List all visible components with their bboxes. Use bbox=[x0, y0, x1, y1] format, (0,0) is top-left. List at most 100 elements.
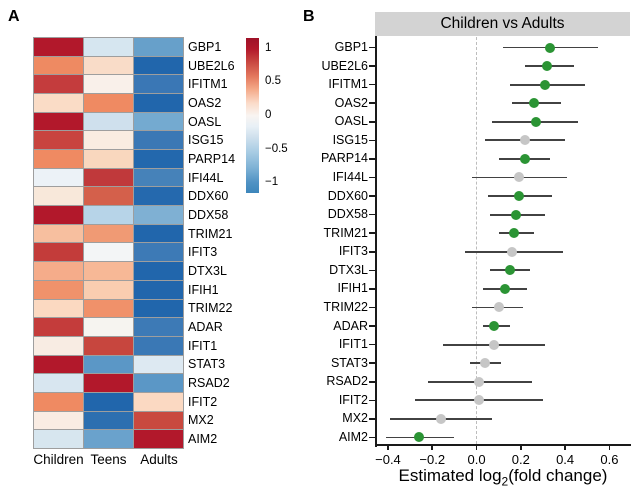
heatmap-cell bbox=[134, 336, 183, 355]
heatmap-gene-label: OAS2 bbox=[188, 95, 222, 110]
y-tick bbox=[369, 195, 376, 197]
x-tick bbox=[475, 445, 478, 451]
colorbar-tick-label: 0 bbox=[265, 109, 272, 121]
x-axis-title: Estimated log2(fold change) bbox=[366, 466, 638, 487]
forest-gene-label: PARP14 bbox=[320, 151, 368, 166]
y-tick bbox=[369, 250, 376, 253]
estimate-dot bbox=[473, 395, 484, 406]
heatmap-cell bbox=[134, 430, 183, 448]
heatmap-cell bbox=[134, 75, 183, 94]
forest-gene-label: IFIT1 bbox=[338, 337, 368, 352]
heatmap-cell bbox=[34, 94, 83, 112]
heatmap-cell bbox=[34, 75, 83, 94]
zero-reference-line bbox=[475, 37, 477, 444]
heatmap-gene-label: TRIM21 bbox=[188, 226, 233, 241]
heatmap-cell bbox=[34, 336, 83, 355]
y-tick bbox=[369, 418, 376, 420]
heatmap-cell bbox=[134, 318, 183, 336]
heatmap-gene-label: PARP14 bbox=[188, 151, 236, 166]
forest-gene-label: IFIT2 bbox=[338, 392, 368, 407]
heatmap-cell bbox=[134, 280, 183, 299]
heatmap-cell bbox=[34, 374, 83, 392]
heatmap-gene-label: IFI44L bbox=[188, 170, 224, 185]
heatmap-cell bbox=[134, 392, 183, 411]
forest-gene-label: AIM2 bbox=[338, 429, 368, 444]
forest-gene-label: STAT3 bbox=[330, 355, 368, 370]
heatmap-cell bbox=[34, 38, 83, 56]
heatmap-gene-label: ADAR bbox=[188, 320, 223, 335]
estimate-dot bbox=[540, 79, 551, 90]
heatmap-cell bbox=[34, 299, 83, 318]
heatmap-gene-label: RSAD2 bbox=[188, 376, 230, 391]
heatmap-cell bbox=[34, 355, 83, 374]
x-tick bbox=[564, 445, 566, 451]
heatmap-gene-label: IFIT3 bbox=[188, 245, 218, 260]
forest-gene-label: GBP1 bbox=[334, 40, 368, 54]
heatmap-cell bbox=[134, 150, 183, 168]
forest-gene-label: DDX58 bbox=[327, 207, 368, 222]
forest-plot-title: Children vs Adults bbox=[375, 12, 630, 36]
ci-line bbox=[483, 288, 528, 290]
ci-line bbox=[489, 269, 530, 272]
x-tick bbox=[387, 445, 389, 451]
heatmap-cell bbox=[134, 131, 183, 150]
estimate-dot bbox=[473, 376, 484, 387]
y-tick bbox=[369, 65, 376, 67]
heatmap-cell bbox=[134, 206, 183, 224]
heatmap-cell bbox=[134, 56, 183, 75]
ci-line bbox=[427, 380, 532, 383]
y-tick bbox=[369, 362, 376, 364]
ci-line bbox=[472, 176, 568, 179]
y-tick bbox=[369, 343, 376, 346]
heatmap-cell bbox=[84, 75, 133, 94]
heatmap-cell bbox=[34, 243, 83, 262]
heatmap-cell bbox=[84, 94, 133, 112]
heatmap-gene-label: IFIH1 bbox=[188, 282, 219, 297]
y-tick bbox=[369, 288, 376, 290]
heatmap-gene-label: IFIT2 bbox=[188, 394, 218, 409]
ci-line bbox=[503, 46, 599, 49]
ci-line bbox=[492, 120, 579, 123]
heatmap-cell bbox=[134, 374, 183, 392]
heatmap-cell bbox=[84, 299, 133, 318]
x-tick-label: −0.2 bbox=[419, 452, 446, 467]
heatmap-gene-label: IFIT1 bbox=[188, 338, 218, 353]
heatmap-cell bbox=[84, 336, 133, 355]
heatmap-gene-label: GBP1 bbox=[188, 39, 222, 54]
heatmap-cell bbox=[84, 206, 133, 224]
estimate-dot bbox=[436, 413, 447, 424]
heatmap-cell bbox=[34, 224, 83, 243]
estimate-dot bbox=[511, 209, 522, 220]
ci-line bbox=[465, 250, 563, 253]
ci-line bbox=[483, 325, 510, 327]
forest-gene-label: IFIH1 bbox=[337, 281, 368, 296]
x-tick-label: −0.4 bbox=[375, 452, 401, 467]
ci-line bbox=[469, 362, 501, 365]
heatmap-cell bbox=[134, 168, 183, 187]
ci-line bbox=[511, 102, 561, 105]
y-tick bbox=[369, 102, 376, 104]
heatmap-cell bbox=[84, 430, 133, 448]
colorbar-tick-label: 0.5 bbox=[265, 75, 281, 88]
y-tick bbox=[369, 158, 376, 160]
heatmap-cell bbox=[34, 168, 83, 187]
forest-gene-label: TRIM21 bbox=[323, 225, 368, 240]
y-tick bbox=[369, 176, 376, 179]
forest-gene-label: TRIM22 bbox=[323, 299, 368, 314]
heatmap-cell bbox=[134, 94, 183, 112]
estimate-dot bbox=[500, 283, 511, 294]
heatmap-column-label-children: Children bbox=[33, 452, 84, 467]
y-tick bbox=[369, 380, 376, 383]
forest-gene-label: DDX60 bbox=[327, 188, 368, 203]
heatmap-cell bbox=[84, 150, 133, 168]
heatmap-column-label-teens: Teens bbox=[90, 452, 127, 467]
heatmap-cell bbox=[84, 355, 133, 374]
heatmap-cell bbox=[34, 280, 83, 299]
panel-b-label: B bbox=[303, 8, 315, 25]
y-axis-line bbox=[375, 36, 377, 447]
heatmap-colorbar bbox=[246, 38, 259, 193]
heatmap-gene-label: STAT3 bbox=[188, 357, 226, 372]
heatmap-gene-label: OASL bbox=[188, 114, 222, 129]
forest-gene-label: ADAR bbox=[333, 318, 368, 333]
